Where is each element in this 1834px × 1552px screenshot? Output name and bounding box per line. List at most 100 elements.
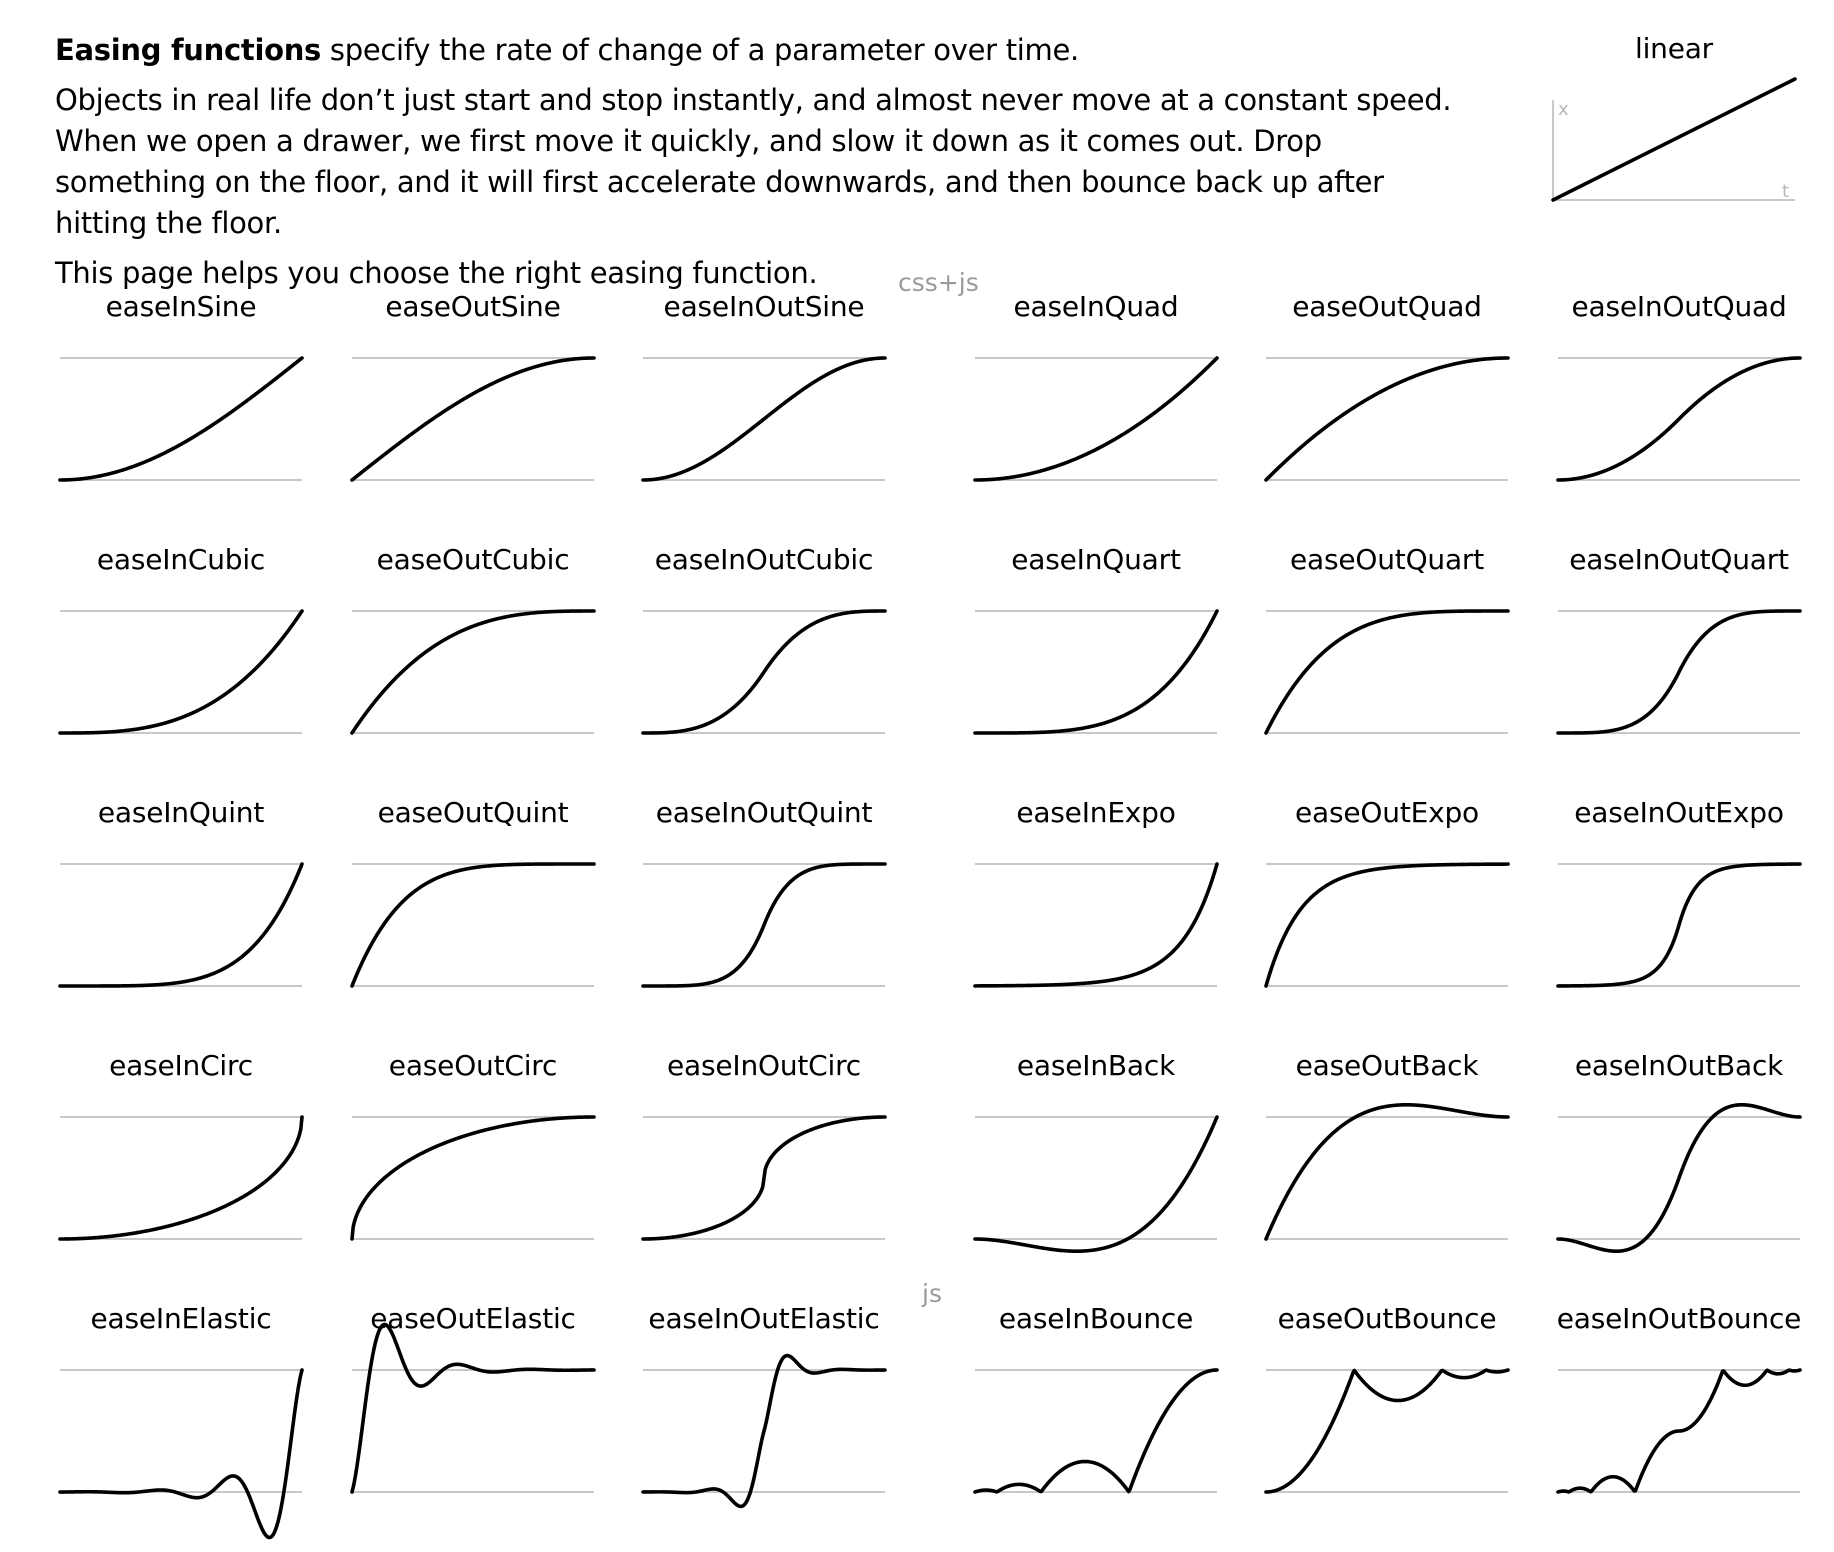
easing-label-ease-out-sine: easeOutSine xyxy=(385,290,561,323)
easing-label-ease-in-bounce: easeInBounce xyxy=(998,1302,1194,1335)
easing-card-ease-in-out-quint[interactable]: easeInOutQuint xyxy=(641,796,887,1026)
intro-paragraph-3: This page helps you choose the right eas… xyxy=(55,256,818,290)
easing-label-ease-out-quad: easeOutQuad xyxy=(1292,290,1482,323)
easing-label-ease-in-out-bounce: easeInOutBounce xyxy=(1556,1302,1802,1335)
easing-card-ease-in-out-quart[interactable]: easeInOutQuart xyxy=(1556,543,1802,773)
easing-label-ease-in-quad: easeInQuad xyxy=(1013,290,1179,323)
easing-curve-ease-out-bounce xyxy=(1264,1368,1510,1494)
easing-card-ease-out-circ[interactable]: easeOutCirc xyxy=(350,1049,596,1279)
easing-card-ease-out-quint[interactable]: easeOutQuint xyxy=(350,796,596,1026)
easing-plot-ease-in-back xyxy=(973,1115,1219,1253)
easing-label-ease-in-circ: easeInCirc xyxy=(109,1049,253,1082)
easing-card-ease-in-out-elastic[interactable]: easeInOutElastic xyxy=(641,1302,887,1532)
easing-curve-ease-out-cubic xyxy=(350,609,596,735)
easing-plot-ease-in-out-quart xyxy=(1556,609,1802,735)
easing-curve-ease-in-elastic xyxy=(58,1368,304,1540)
easing-card-ease-out-quad[interactable]: easeOutQuad xyxy=(1264,290,1510,520)
group-label-js: js xyxy=(922,1279,942,1308)
easing-plot-ease-in-out-quint xyxy=(641,862,887,988)
easing-card-ease-out-quart[interactable]: easeOutQuart xyxy=(1264,543,1510,773)
easing-card-ease-out-elastic[interactable]: easeOutElastic xyxy=(350,1302,596,1532)
easing-card-ease-in-out-expo[interactable]: easeInOutExpo xyxy=(1556,796,1802,1026)
easing-card-ease-out-cubic[interactable]: easeOutCubic xyxy=(350,543,596,773)
easing-label-ease-in-quart: easeInQuart xyxy=(1011,543,1181,576)
easing-label-ease-in-out-quad: easeInOutQuad xyxy=(1571,290,1787,323)
easing-card-ease-in-out-bounce[interactable]: easeInOutBounce xyxy=(1556,1302,1802,1532)
easing-label-ease-in-expo: easeInExpo xyxy=(1016,796,1176,829)
easing-card-ease-in-quart[interactable]: easeInQuart xyxy=(973,543,1219,773)
easing-curve-ease-in-out-cubic xyxy=(641,609,887,735)
linear-y-axis-letter: x xyxy=(1558,99,1569,120)
easing-plot-ease-in-out-quad xyxy=(1556,356,1802,482)
easing-card-ease-in-expo[interactable]: easeInExpo xyxy=(973,796,1219,1026)
easing-plot-ease-out-expo xyxy=(1264,862,1510,988)
easing-plot-ease-in-out-expo xyxy=(1556,862,1802,988)
easing-plot-ease-in-out-cubic xyxy=(641,609,887,735)
easing-plot-ease-in-out-bounce xyxy=(1556,1368,1802,1494)
linear-curve xyxy=(1551,77,1797,202)
easing-plot-ease-in-bounce xyxy=(973,1368,1219,1494)
linear-x-axis-letter: t xyxy=(1782,181,1789,202)
easing-plot-ease-out-quint xyxy=(350,862,596,988)
easing-card-ease-in-out-quad[interactable]: easeInOutQuad xyxy=(1556,290,1802,520)
easing-card-ease-in-out-back[interactable]: easeInOutBack xyxy=(1556,1049,1802,1279)
easing-label-ease-in-out-quint: easeInOutQuint xyxy=(655,796,873,829)
easing-plot-ease-out-quad xyxy=(1264,356,1510,482)
easing-curve-ease-out-circ xyxy=(350,1115,596,1241)
easing-curve-ease-out-quint xyxy=(350,862,596,988)
easing-card-ease-in-quad[interactable]: easeInQuad xyxy=(973,290,1219,520)
easing-card-ease-out-back[interactable]: easeOutBack xyxy=(1264,1049,1510,1279)
easing-curve-ease-in-out-elastic xyxy=(641,1353,887,1509)
easing-label-ease-in-out-circ: easeInOutCirc xyxy=(667,1049,861,1082)
easing-plot-ease-in-expo xyxy=(973,862,1219,988)
easing-card-ease-in-elastic[interactable]: easeInElastic xyxy=(58,1302,304,1540)
easing-label-ease-in-out-elastic: easeInOutElastic xyxy=(648,1302,880,1335)
easing-label-ease-in-out-sine: easeInOutSine xyxy=(663,290,865,323)
easing-curve-ease-in-back xyxy=(973,1115,1219,1253)
easing-curve-ease-in-expo xyxy=(973,862,1219,988)
intro-line-1-rest: specify the rate of change of a paramete… xyxy=(321,33,1079,67)
easing-curve-ease-in-out-quint xyxy=(641,862,887,988)
easing-card-ease-out-sine[interactable]: easeOutSine xyxy=(350,290,596,520)
easing-card-ease-in-circ[interactable]: easeInCirc xyxy=(58,1049,304,1279)
easing-card-ease-in-quint[interactable]: easeInQuint xyxy=(58,796,304,1026)
easing-plot-ease-in-quint xyxy=(58,862,304,988)
easing-plot-ease-out-bounce xyxy=(1264,1368,1510,1494)
easing-card-ease-in-out-cubic[interactable]: easeInOutCubic xyxy=(641,543,887,773)
intro-text: Easing functions specify the rate of cha… xyxy=(55,30,1455,303)
easing-plot-ease-out-circ xyxy=(350,1115,596,1241)
easing-label-ease-out-expo: easeOutExpo xyxy=(1295,796,1479,829)
easing-card-ease-in-out-circ[interactable]: easeInOutCirc xyxy=(641,1049,887,1279)
easing-card-ease-in-cubic[interactable]: easeInCubic xyxy=(58,543,304,773)
easing-card-ease-out-expo[interactable]: easeOutExpo xyxy=(1264,796,1510,1026)
easing-card-linear[interactable]: linear x t xyxy=(1551,30,1797,205)
easing-curve-ease-in-out-sine xyxy=(641,356,887,482)
easing-card-ease-in-sine[interactable]: easeInSine xyxy=(58,290,304,520)
easing-plot-ease-in-out-elastic xyxy=(641,1353,887,1509)
group-label-css-js: css+js xyxy=(898,268,979,297)
easing-card-ease-in-bounce[interactable]: easeInBounce xyxy=(973,1302,1219,1532)
easing-label-ease-in-elastic: easeInElastic xyxy=(90,1302,272,1335)
easing-plot-ease-in-out-circ xyxy=(641,1115,887,1241)
easing-curve-ease-in-bounce xyxy=(973,1368,1219,1494)
easing-plot-ease-in-circ xyxy=(58,1115,304,1241)
easing-curve-ease-out-sine xyxy=(350,356,596,482)
easing-label-ease-out-back: easeOutBack xyxy=(1295,1049,1479,1082)
easing-label-linear: linear xyxy=(1634,32,1713,65)
easing-card-ease-in-back[interactable]: easeInBack xyxy=(973,1049,1219,1279)
easing-curve-ease-in-quint xyxy=(58,862,304,988)
easing-curve-ease-in-quad xyxy=(973,356,1219,482)
easing-card-ease-in-out-sine[interactable]: easeInOutSine xyxy=(641,290,887,520)
easing-curve-ease-in-out-expo xyxy=(1556,862,1802,988)
easing-plot-ease-in-quart xyxy=(973,609,1219,735)
easing-curve-ease-in-cubic xyxy=(58,609,304,735)
linear-plot: x t xyxy=(1551,77,1797,202)
easing-plot-ease-in-elastic xyxy=(58,1368,304,1540)
intro-bold-lead: Easing functions xyxy=(55,33,322,67)
easing-label-ease-in-out-quart: easeInOutQuart xyxy=(1569,543,1789,576)
easing-curve-ease-out-quad xyxy=(1264,356,1510,482)
easing-label-ease-out-cubic: easeOutCubic xyxy=(376,543,570,576)
easing-label-ease-in-cubic: easeInCubic xyxy=(96,543,266,576)
easing-card-ease-out-bounce[interactable]: easeOutBounce xyxy=(1264,1302,1510,1532)
easing-label-ease-in-back: easeInBack xyxy=(1016,1049,1176,1082)
